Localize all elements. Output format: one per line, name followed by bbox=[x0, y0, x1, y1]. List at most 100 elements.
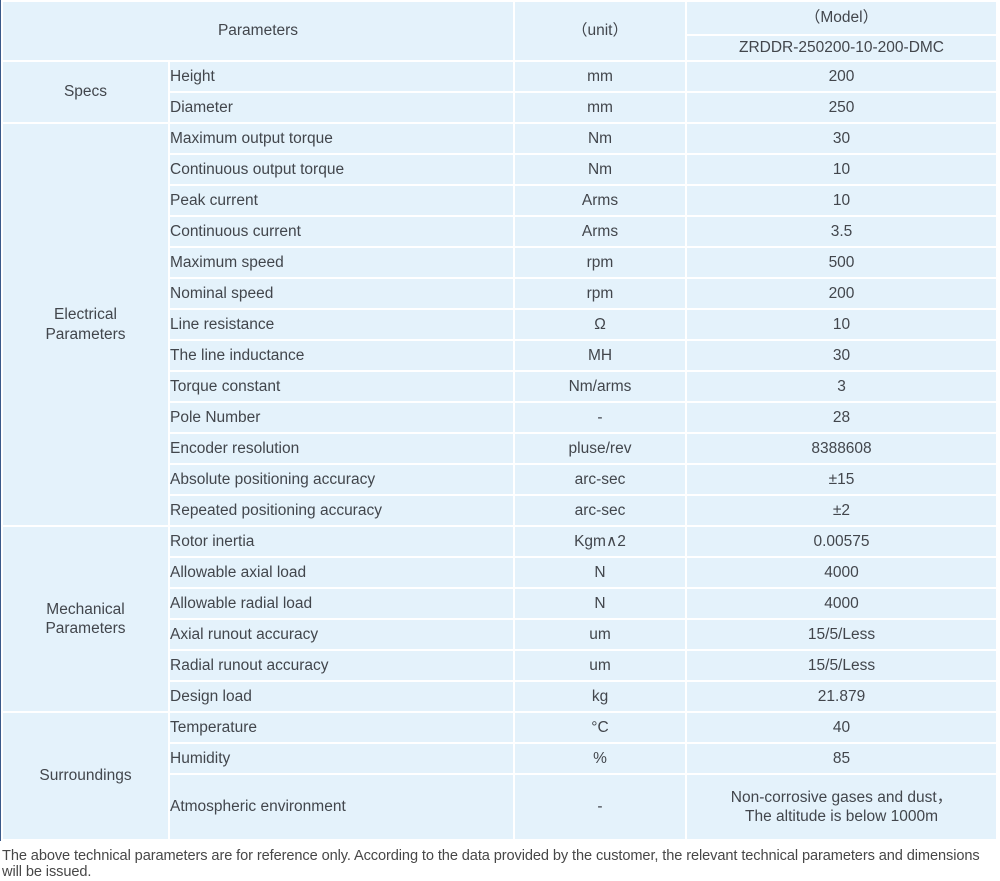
param-value: 15/5/Less bbox=[687, 620, 996, 649]
param-unit: Arms bbox=[515, 186, 685, 215]
header-parameters: Parameters bbox=[3, 2, 513, 60]
param-name: Rotor inertia bbox=[170, 527, 513, 556]
param-unit: Kgm∧2 bbox=[515, 527, 685, 556]
param-value: 10 bbox=[687, 186, 996, 215]
table-row: Surroundings Temperature °C 40 bbox=[3, 713, 996, 839]
header-unit: （unit） bbox=[515, 2, 685, 60]
param-name: Encoder resolution bbox=[170, 434, 513, 463]
param-value: 10 bbox=[687, 310, 996, 339]
table-row: Electrical Parameters Maximum output tor… bbox=[3, 124, 996, 525]
param-name: Height bbox=[170, 62, 513, 91]
param-unit: pluse/rev bbox=[515, 434, 685, 463]
param-unit: Nm/arms bbox=[515, 372, 685, 401]
param-name: Radial runout accuracy bbox=[170, 651, 513, 680]
param-unit: N bbox=[515, 558, 685, 587]
table-row: Maximum speed rpm 500 bbox=[3, 248, 996, 277]
param-unit: rpm bbox=[515, 279, 685, 308]
table-row: Pole Number - 28 bbox=[3, 403, 996, 432]
param-value: 30 bbox=[687, 124, 996, 153]
param-value: 28 bbox=[687, 403, 996, 432]
table-row: Line resistance Ω 10 bbox=[3, 310, 996, 339]
table-row: Humidity % 85 bbox=[3, 744, 996, 773]
param-name: Absolute positioning accuracy bbox=[170, 465, 513, 494]
param-unit: Nm bbox=[515, 124, 685, 153]
param-name: Allowable radial load bbox=[170, 589, 513, 618]
param-value: 21.879 bbox=[687, 682, 996, 711]
param-unit: °C bbox=[515, 713, 685, 742]
param-value: 3 bbox=[687, 372, 996, 401]
param-name: Atmospheric environment bbox=[170, 775, 513, 839]
param-value: 8388608 bbox=[687, 434, 996, 463]
param-unit: Nm bbox=[515, 155, 685, 184]
param-name: Maximum speed bbox=[170, 248, 513, 277]
param-unit: um bbox=[515, 651, 685, 680]
header-model: （Model） bbox=[687, 2, 996, 34]
table-row: Repeated positioning accuracy arc-sec ±2 bbox=[3, 496, 996, 525]
header-row-1: Parameters （unit） （Model） bbox=[3, 2, 996, 60]
table-row: Nominal speed rpm 200 bbox=[3, 279, 996, 308]
param-unit: N bbox=[515, 589, 685, 618]
param-value: 15/5/Less bbox=[687, 651, 996, 680]
header-model-number: ZRDDR-250200-10-200-DMC bbox=[687, 36, 996, 60]
param-value: 500 bbox=[687, 248, 996, 277]
param-name: The line inductance bbox=[170, 341, 513, 370]
param-name: Humidity bbox=[170, 744, 513, 773]
footer-note: The above technical parameters are for r… bbox=[2, 848, 980, 880]
param-unit: - bbox=[515, 403, 685, 432]
table-row: Radial runout accuracy um 15/5/Less bbox=[3, 651, 996, 680]
header-row-2: ZRDDR-250200-10-200-DMC bbox=[3, 36, 996, 60]
table-row: The line inductance MH 30 bbox=[3, 341, 996, 370]
param-value: 4000 bbox=[687, 589, 996, 618]
group-cell-mechanical: Mechanical Parameters bbox=[3, 527, 168, 711]
param-unit: arc-sec bbox=[515, 465, 685, 494]
param-name: Continuous current bbox=[170, 217, 513, 246]
table-row: Atmospheric environment - Non-corrosive … bbox=[3, 775, 996, 839]
param-unit: Arms bbox=[515, 217, 685, 246]
table-row: Peak current Arms 10 bbox=[3, 186, 996, 215]
param-value: 85 bbox=[687, 744, 996, 773]
param-name: Design load bbox=[170, 682, 513, 711]
table-row: Allowable radial load N 4000 bbox=[3, 589, 996, 618]
param-name: Repeated positioning accuracy bbox=[170, 496, 513, 525]
table-row: Encoder resolution pluse/rev 8388608 bbox=[3, 434, 996, 463]
param-name: Allowable axial load bbox=[170, 558, 513, 587]
param-unit: kg bbox=[515, 682, 685, 711]
spec-table: Parameters （unit） （Model） ZRDDR-250200-1… bbox=[0, 0, 996, 841]
param-value: 200 bbox=[687, 62, 996, 91]
table-row: Allowable axial load N 4000 bbox=[3, 558, 996, 587]
param-unit: Ω bbox=[515, 310, 685, 339]
param-name: Nominal speed bbox=[170, 279, 513, 308]
param-value: 4000 bbox=[687, 558, 996, 587]
param-value: 30 bbox=[687, 341, 996, 370]
group-cell-electrical: Electrical Parameters bbox=[3, 124, 168, 525]
param-unit: rpm bbox=[515, 248, 685, 277]
table-row: Mechanical Parameters Rotor inertia Kgm∧… bbox=[3, 527, 996, 711]
table-row: Torque constant Nm/arms 3 bbox=[3, 372, 996, 401]
group-cell-specs: Specs bbox=[3, 62, 168, 122]
param-name: Diameter bbox=[170, 93, 513, 122]
table-row: Continuous current Arms 3.5 bbox=[3, 217, 996, 246]
table-row: Axial runout accuracy um 15/5/Less bbox=[3, 620, 996, 649]
group-cell-surroundings: Surroundings bbox=[3, 713, 168, 839]
table-row: Absolute positioning accuracy arc-sec ±1… bbox=[3, 465, 996, 494]
param-name: Pole Number bbox=[170, 403, 513, 432]
param-value: 0.00575 bbox=[687, 527, 996, 556]
param-unit: % bbox=[515, 744, 685, 773]
param-value: 3.5 bbox=[687, 217, 996, 246]
param-name: Temperature bbox=[170, 713, 513, 742]
param-value: 200 bbox=[687, 279, 996, 308]
param-name: Axial runout accuracy bbox=[170, 620, 513, 649]
table-row: Continuous output torque Nm 10 bbox=[3, 155, 996, 184]
param-unit: - bbox=[515, 775, 685, 839]
param-name: Torque constant bbox=[170, 372, 513, 401]
param-value: 40 bbox=[687, 713, 996, 742]
param-unit: mm bbox=[515, 93, 685, 122]
param-value: 250 bbox=[687, 93, 996, 122]
param-unit: MH bbox=[515, 341, 685, 370]
param-name: Line resistance bbox=[170, 310, 513, 339]
param-unit: um bbox=[515, 620, 685, 649]
param-value: ±15 bbox=[687, 465, 996, 494]
param-name: Peak current bbox=[170, 186, 513, 215]
param-unit: arc-sec bbox=[515, 496, 685, 525]
